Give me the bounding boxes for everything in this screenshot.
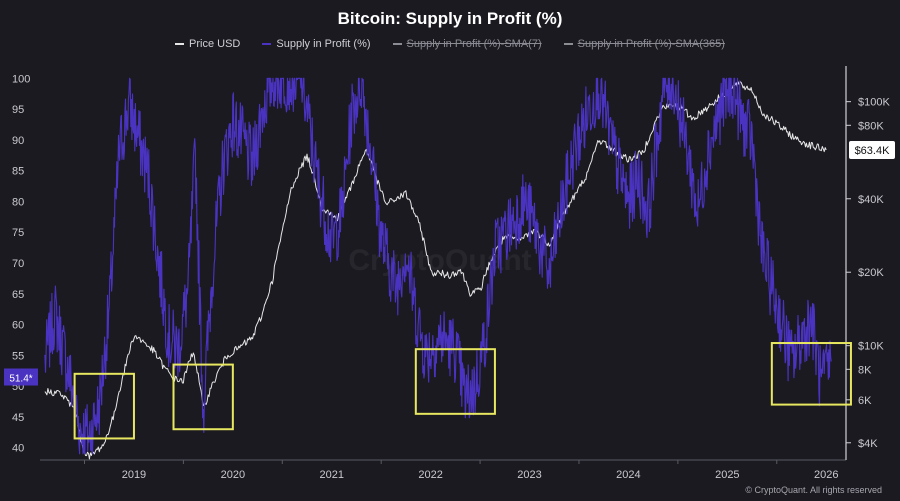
- credit: © CryptoQuant. All rights reserved: [745, 485, 882, 495]
- axes: 404550556065707580859095100$4K6K8K$10K$2…: [12, 66, 890, 481]
- legend-label-price: Price USD: [189, 38, 241, 50]
- legend-swatch-sma7: [392, 43, 402, 45]
- y-right-tick-label: 6K: [858, 395, 872, 407]
- y-right-tick-label: 8K: [858, 364, 872, 376]
- x-tick-label: 2026: [814, 469, 838, 481]
- x-tick-label: 2025: [715, 469, 739, 481]
- current-supply-label: 51.4*: [9, 374, 32, 385]
- legend-label-sma365: Supply in Profit (%)-SMA(365): [577, 38, 725, 50]
- legend-item-supply-in-profit[interactable]: Supply in Profit (%): [262, 38, 371, 50]
- x-tick-label: 2020: [221, 469, 245, 481]
- y-right-tick-label: $100K: [858, 97, 890, 109]
- y-left-tick-label: 90: [12, 135, 24, 147]
- current-price-badge: [849, 140, 895, 159]
- legend: Price USD Supply in Profit (%) Supply in…: [0, 38, 900, 50]
- legend-item-sma7[interactable]: Supply in Profit (%)-SMA(7): [392, 38, 542, 50]
- chart-title: Bitcoin: Supply in Profit (%): [337, 9, 563, 28]
- highlight-box-1: [73, 372, 135, 440]
- x-tick-label: 2019: [122, 469, 146, 481]
- y-left-tick-label: 55: [12, 350, 24, 362]
- y-right-tick-label: $20K: [858, 267, 884, 279]
- y-left-tick-label: 75: [12, 227, 24, 239]
- watermark: CryptoQuant: [348, 244, 531, 277]
- current-price-label: $63.4K: [855, 145, 891, 157]
- supply-series: [44, 77, 832, 455]
- y-left-tick-label: 60: [12, 320, 24, 332]
- y-left-tick-label: 70: [12, 258, 24, 270]
- highlight-boxes: [73, 342, 852, 440]
- x-tick-label: 2024: [616, 469, 640, 481]
- highlight-box-3: [414, 348, 496, 415]
- legend-swatch-supply: [262, 43, 272, 45]
- highlight-box-2: [172, 363, 234, 431]
- y-left-tick-label: 95: [12, 104, 24, 116]
- y-right-tick-label: $4K: [858, 438, 878, 450]
- value-badges: 51.4* $63.4K: [4, 140, 895, 386]
- legend-swatch-price: [175, 43, 185, 45]
- y-left-tick-label: 40: [12, 443, 24, 455]
- x-tick-label: 2022: [418, 469, 442, 481]
- y-right-tick-label: $80K: [858, 120, 884, 132]
- y-left-tick-label: 65: [12, 289, 24, 301]
- y-left-tick-label: 100: [12, 73, 30, 85]
- legend-item-sma365[interactable]: Supply in Profit (%)-SMA(365): [563, 38, 725, 50]
- x-tick-label: 2021: [320, 469, 344, 481]
- y-left-tick-label: 80: [12, 196, 24, 208]
- supply-in-profit-line: [44, 77, 832, 455]
- y-left-tick-label: 45: [12, 412, 24, 424]
- legend-item-price[interactable]: Price USD: [175, 38, 240, 50]
- y-right-tick-label: $10K: [858, 341, 884, 353]
- x-tick-label: 2023: [517, 469, 541, 481]
- legend-label-supply: Supply in Profit (%): [276, 38, 371, 50]
- price-usd-line: [44, 81, 827, 460]
- price-series: [44, 81, 827, 460]
- current-supply-badge: [4, 368, 38, 386]
- y-left-tick-label: 85: [12, 166, 24, 178]
- legend-swatch-sma365: [563, 43, 573, 45]
- highlight-box-4: [770, 342, 852, 406]
- y-right-tick-label: $40K: [858, 194, 884, 206]
- legend-label-sma7: Supply in Profit (%)-SMA(7): [406, 38, 542, 50]
